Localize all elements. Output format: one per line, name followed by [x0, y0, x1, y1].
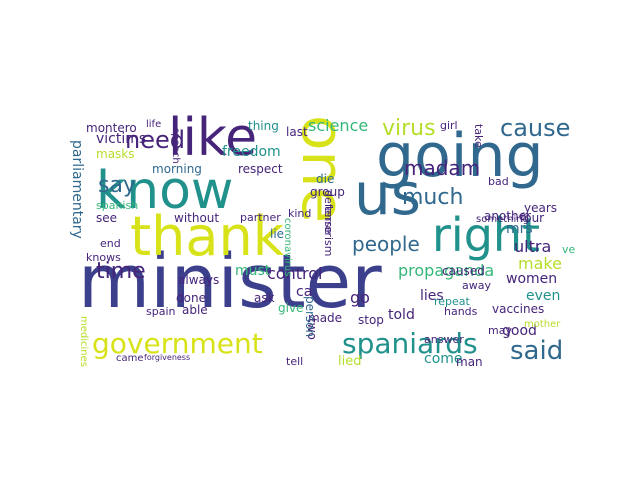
word-ultra: ultra — [514, 237, 552, 256]
word-lies: lies — [420, 288, 444, 304]
word-parliamentary: parliamentary — [69, 140, 85, 239]
word-vaccines: vaccines — [492, 302, 545, 316]
word-knows: knows — [86, 251, 121, 264]
word-another: another — [484, 209, 531, 223]
word-girl: girl — [440, 119, 458, 132]
word-us: us — [354, 160, 421, 228]
word-said: said — [510, 336, 564, 366]
word-virus: virus — [382, 116, 436, 141]
word-forgiveness: forgiveness — [144, 353, 191, 362]
word-coronavirus: coronavirus — [282, 218, 293, 277]
word-speech: speech — [170, 128, 181, 164]
word-hands: hands — [444, 305, 478, 318]
word-freedom: freedom — [222, 144, 281, 160]
word-came: came — [116, 353, 144, 364]
word-make: make — [518, 254, 562, 273]
word-women: women — [506, 271, 558, 287]
word-going: going — [376, 121, 544, 191]
word-bad: bad — [488, 175, 509, 188]
word-last: last — [286, 125, 308, 139]
word-masks: masks — [96, 147, 135, 161]
word-may: may — [488, 324, 512, 337]
word-end: end — [100, 237, 121, 250]
word-see: see — [96, 211, 118, 225]
word-victims: victims — [96, 131, 147, 147]
word-always: always — [178, 273, 220, 287]
word-mother: mother — [524, 319, 561, 330]
word-thank: thank — [130, 205, 284, 268]
word-stop: stop — [358, 313, 384, 327]
word-propaganda: propaganda — [398, 261, 495, 280]
word-life: life — [146, 119, 162, 130]
word-medicines: medicines — [78, 316, 89, 367]
word-even: even — [526, 288, 561, 304]
word-ve: ve — [562, 243, 576, 256]
word-time: time — [96, 259, 146, 284]
word-spanish: spanish — [96, 199, 139, 212]
word-kind: kind — [288, 207, 312, 220]
word-give: give — [278, 301, 304, 315]
word-man: man — [456, 355, 483, 369]
word-must: must — [235, 263, 271, 279]
word-go: go — [350, 288, 370, 307]
word-good: good — [502, 323, 537, 339]
word-lied: lied — [338, 354, 362, 369]
word-something: something — [476, 214, 529, 225]
word-group: group — [310, 185, 345, 199]
word-spain: spain — [146, 305, 176, 318]
word-made: made — [308, 311, 343, 325]
word-need: need — [125, 126, 185, 154]
word-lie: lie — [270, 227, 285, 241]
word-morning: morning — [152, 162, 202, 176]
word-answer: answer — [424, 333, 464, 346]
word-take: take — [472, 124, 485, 148]
word-much: much — [402, 185, 464, 210]
word-terrorism: terrorism — [322, 206, 335, 257]
word-able: able — [182, 303, 208, 317]
word-years: years — [524, 201, 558, 215]
word-told: told — [388, 307, 415, 323]
word-cause: cause — [500, 114, 571, 142]
word-control: control — [267, 264, 323, 283]
word-without: without — [174, 211, 220, 225]
word-done: done — [176, 291, 206, 305]
word-tell: tell — [286, 355, 304, 368]
word-ca: ca — [296, 284, 313, 300]
word-spaniards: spaniards — [342, 327, 478, 360]
word-right: right — [432, 208, 541, 262]
word-government: government — [92, 327, 263, 360]
word-people: people — [352, 232, 420, 256]
word-minister: minister — [78, 239, 382, 325]
word-like: like — [168, 108, 258, 168]
word-thing: thing — [248, 119, 279, 133]
word-die: die — [316, 172, 335, 186]
word-four: four — [520, 211, 545, 225]
word-person: person — [303, 296, 317, 338]
word-montero: montero — [86, 121, 137, 135]
word-respect: respect — [238, 162, 283, 176]
word-know: know — [96, 161, 234, 221]
word-come: come — [424, 351, 463, 367]
word-away: away — [462, 279, 491, 292]
word-ask: ask — [254, 291, 275, 305]
word-science: science — [308, 116, 369, 135]
word-caused: caused — [442, 264, 485, 278]
word-partner: partner — [240, 211, 281, 224]
word-mrs: mrs — [506, 221, 533, 237]
word-say: say — [98, 173, 136, 198]
word-repeat: repeat — [434, 295, 470, 308]
word-madam: madam — [404, 156, 481, 180]
